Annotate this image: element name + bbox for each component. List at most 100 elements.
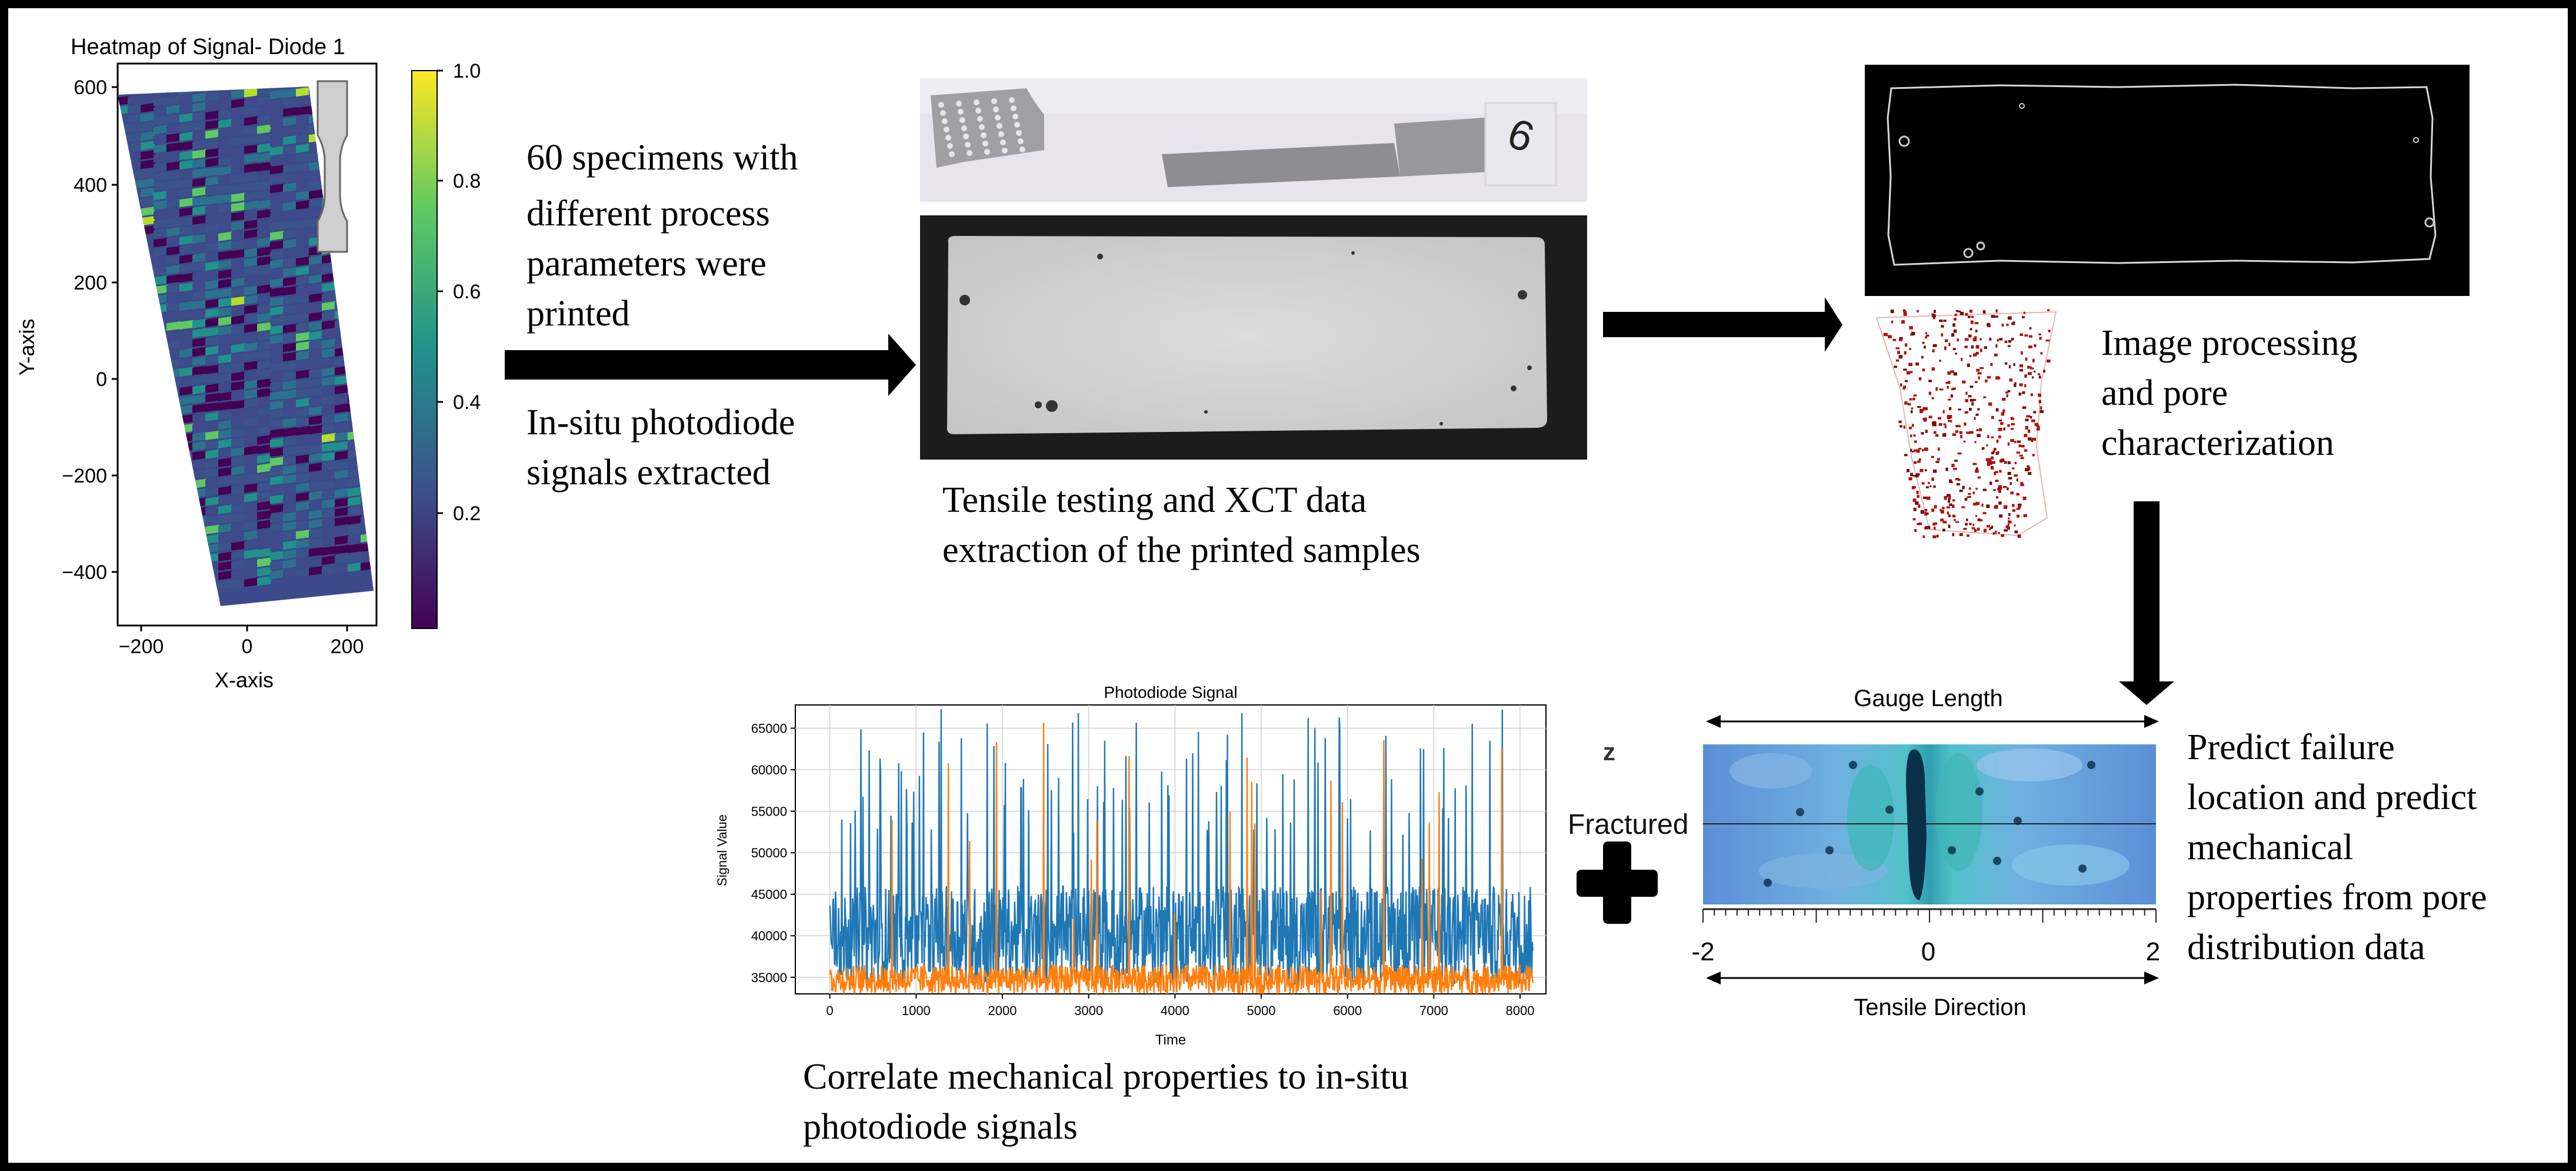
heatmap-cell bbox=[192, 300, 206, 310]
heatmap-cell bbox=[296, 115, 310, 125]
heatmap-cell bbox=[309, 255, 323, 265]
heatmap-cell bbox=[257, 444, 271, 454]
heatmap-cell bbox=[218, 203, 232, 213]
heatmap-cell bbox=[205, 157, 219, 167]
heatmap-cell bbox=[205, 270, 219, 280]
heatmap-cell bbox=[296, 369, 310, 380]
heatmap-cell bbox=[218, 344, 232, 354]
heatmap-cell bbox=[283, 135, 297, 145]
heatmap-cell bbox=[154, 218, 168, 229]
heatmap-cell bbox=[296, 237, 310, 248]
heatmap-cell bbox=[283, 399, 297, 409]
fracture-tick-neg2: -2 bbox=[1691, 937, 1714, 966]
heatmap-cell bbox=[296, 134, 310, 144]
heatmap-cell bbox=[283, 408, 297, 418]
heatmap-cell bbox=[257, 388, 271, 398]
heatmap-cell bbox=[218, 250, 232, 260]
step-correlate-text: Correlate mechanical properties to in-si… bbox=[803, 1057, 1409, 1147]
heatmap-cell bbox=[218, 420, 232, 430]
heatmap-cell bbox=[166, 292, 181, 303]
heatmap-cell bbox=[309, 509, 323, 520]
heatmap-cell bbox=[179, 338, 194, 349]
heatmap-cell bbox=[179, 357, 194, 368]
heatmap-cell bbox=[283, 418, 297, 428]
heatmap-cell bbox=[231, 352, 245, 362]
heatmap-cell bbox=[270, 570, 284, 580]
heatmap-cell bbox=[270, 551, 284, 561]
heatmap-cell bbox=[270, 541, 284, 551]
heatmap-cell bbox=[348, 505, 362, 515]
heatmap-cell bbox=[257, 491, 271, 501]
heatmap-cell bbox=[218, 118, 232, 128]
heatmap-cell bbox=[205, 167, 219, 177]
heatmap-cell bbox=[283, 173, 297, 183]
heatmap-cell bbox=[322, 489, 336, 500]
heatmap-cell bbox=[166, 311, 181, 322]
heatmap-cell bbox=[179, 376, 194, 387]
heatmap-cell bbox=[205, 402, 219, 412]
heatmap-cell bbox=[205, 138, 219, 148]
heatmap-cell bbox=[244, 295, 258, 305]
heatmap-cell bbox=[283, 540, 297, 550]
heatmap-cell bbox=[322, 291, 336, 302]
heatmap-cell bbox=[205, 148, 219, 158]
heatmap-cell bbox=[283, 305, 297, 315]
heatmap-cell bbox=[296, 341, 310, 351]
heatmap-cell bbox=[283, 568, 297, 578]
heatmap-cell bbox=[218, 128, 232, 138]
step-tensile-text: Tensile testing and XCT data extraction … bbox=[942, 480, 1421, 570]
heatmap-cell bbox=[270, 334, 284, 344]
heatmap-cell bbox=[192, 196, 206, 207]
heatmap-cell bbox=[154, 96, 168, 107]
heatmap-cell bbox=[179, 94, 194, 104]
heatmap-xtick-label: 0 bbox=[242, 636, 253, 658]
heatmap-cell bbox=[231, 287, 245, 297]
heatmap-cell bbox=[141, 188, 155, 198]
heatmap-cell bbox=[322, 338, 336, 349]
heatmap-cell bbox=[218, 335, 232, 345]
heatmap-cell bbox=[283, 390, 297, 400]
heatmap-cell bbox=[231, 418, 245, 428]
heatmap-cell bbox=[322, 385, 336, 396]
heatmap-cell bbox=[218, 241, 232, 251]
heatmap-cell bbox=[296, 256, 310, 267]
heatmap-cell bbox=[270, 485, 284, 495]
heatmap-cell bbox=[348, 553, 362, 563]
heatmap-cell bbox=[309, 405, 323, 416]
heatmap-cell bbox=[192, 111, 206, 122]
heatmap-cell bbox=[296, 444, 310, 455]
heatmap-cell bbox=[218, 382, 232, 392]
heatmap-cell bbox=[218, 184, 232, 194]
heatmap-cell bbox=[309, 377, 323, 388]
heatmap-xlabel: X-axis bbox=[215, 668, 274, 692]
heatmap-cell bbox=[166, 236, 181, 247]
heatmap-cell bbox=[270, 475, 284, 485]
heatmap-cell bbox=[179, 310, 194, 321]
heatmap-cell bbox=[179, 207, 194, 217]
chart-ytick-label: 50000 bbox=[751, 846, 787, 860]
heatmap-cell bbox=[141, 141, 155, 151]
heatmap-cell bbox=[154, 237, 168, 248]
heatmap-cell bbox=[231, 362, 245, 372]
heatmap-cell bbox=[231, 409, 245, 419]
heatmap-cell bbox=[244, 248, 258, 258]
heatmap-cell bbox=[283, 342, 297, 352]
heatmap-cell bbox=[270, 193, 284, 203]
heatmap-cell bbox=[283, 324, 297, 334]
heatmap-cell bbox=[244, 370, 258, 380]
heatmap-cell bbox=[296, 538, 310, 549]
heatmap-cell bbox=[205, 280, 219, 290]
heatmap-cell bbox=[348, 562, 362, 572]
heatmap-cell bbox=[257, 284, 271, 294]
heatmap-cell bbox=[218, 457, 232, 467]
heatmap-cell bbox=[283, 493, 297, 503]
chart-xtick-label: 6000 bbox=[1333, 1003, 1362, 1018]
heatmap-cell bbox=[231, 277, 245, 287]
heatmap-cell bbox=[166, 151, 181, 162]
step-predict-line-2: location and predict bbox=[2187, 777, 2477, 817]
heatmap-cell bbox=[128, 151, 142, 161]
heatmap-cell bbox=[309, 424, 323, 435]
heatmap-cell bbox=[335, 525, 349, 536]
heatmap-cell bbox=[218, 551, 232, 561]
